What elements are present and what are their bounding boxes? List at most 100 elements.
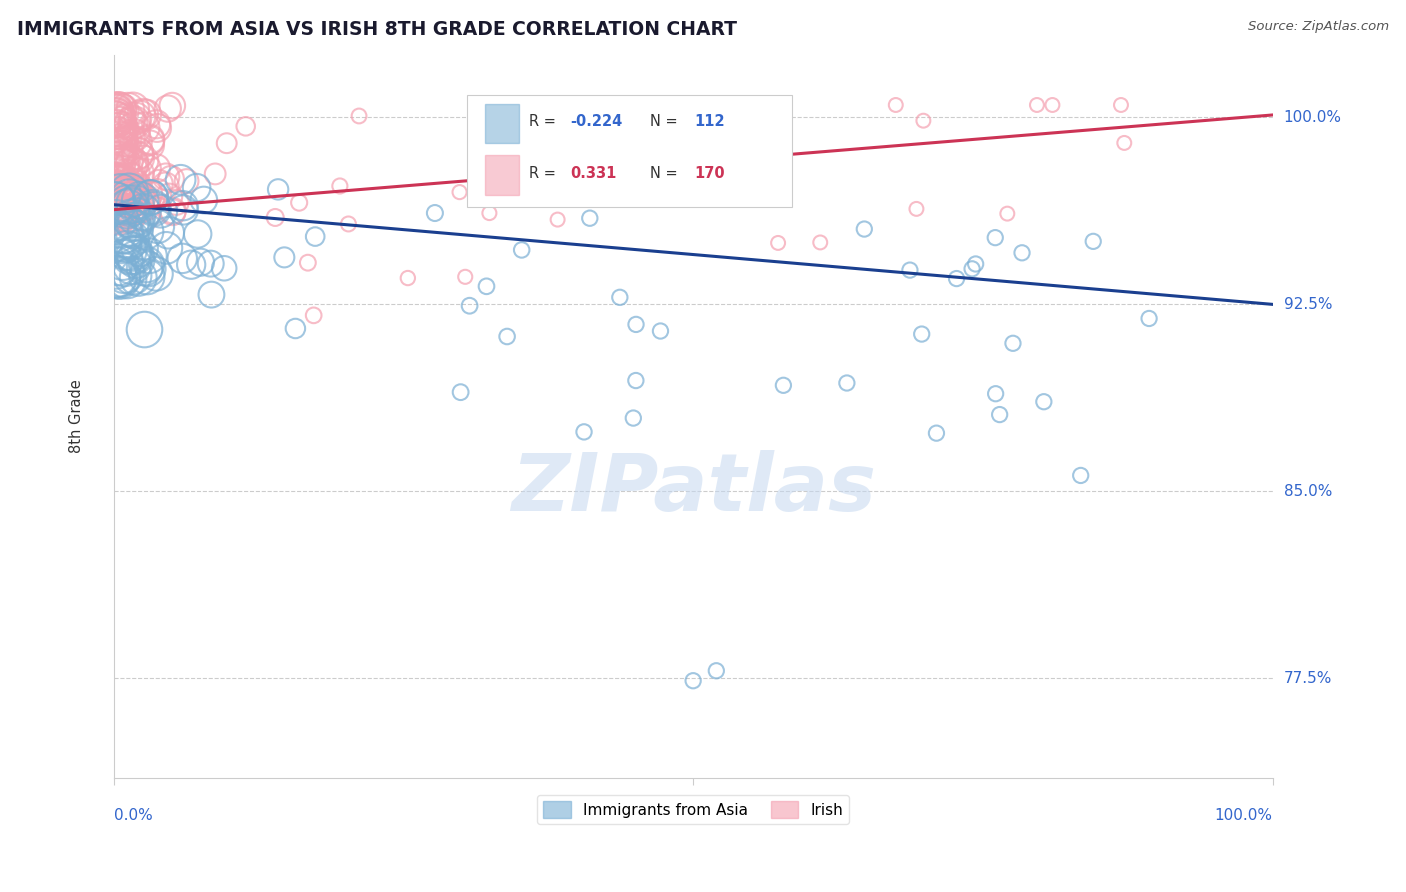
Point xyxy=(127,146,149,161)
Point xyxy=(110,158,132,172)
Point xyxy=(105,106,128,120)
Point xyxy=(108,186,131,201)
Point xyxy=(155,178,177,193)
Point xyxy=(112,196,135,211)
Point xyxy=(215,136,238,151)
Point xyxy=(200,257,222,271)
Point xyxy=(111,186,134,201)
Point xyxy=(120,248,142,262)
Point xyxy=(190,255,212,269)
Point xyxy=(107,124,129,138)
Point xyxy=(107,187,129,202)
Point xyxy=(105,109,128,123)
Point xyxy=(128,241,150,255)
Point xyxy=(478,206,501,220)
Point xyxy=(120,200,142,214)
Point xyxy=(273,251,295,265)
Point xyxy=(104,196,127,211)
Point xyxy=(145,117,167,131)
Point xyxy=(105,175,128,189)
Point xyxy=(624,318,647,332)
Point xyxy=(128,192,150,206)
Point xyxy=(160,172,183,186)
Point xyxy=(118,186,141,200)
Point xyxy=(108,271,131,285)
Point xyxy=(118,232,141,246)
Point xyxy=(162,205,184,219)
Point xyxy=(329,179,352,194)
Point xyxy=(450,385,472,400)
Point xyxy=(125,252,148,267)
Point xyxy=(105,111,128,125)
Text: 0.331: 0.331 xyxy=(571,166,617,180)
Point xyxy=(172,252,194,266)
Point xyxy=(569,179,592,194)
Point xyxy=(134,260,156,275)
Point xyxy=(134,193,156,207)
Point xyxy=(127,151,149,165)
Point xyxy=(110,235,132,250)
Point xyxy=(1114,136,1136,150)
Point xyxy=(104,175,127,189)
Point xyxy=(176,174,198,188)
Point xyxy=(945,271,967,285)
Point xyxy=(122,178,145,193)
Point xyxy=(111,155,134,169)
Text: 92.5%: 92.5% xyxy=(1284,297,1333,312)
Point xyxy=(124,248,146,262)
Point xyxy=(264,211,287,225)
Point xyxy=(104,269,127,284)
Legend: Immigrants from Asia, Irish: Immigrants from Asia, Irish xyxy=(537,795,849,824)
Point xyxy=(120,117,142,131)
Point xyxy=(114,192,136,206)
Point xyxy=(108,128,131,143)
Point xyxy=(105,174,128,188)
Text: ZIPatlas: ZIPatlas xyxy=(510,450,876,528)
Point xyxy=(704,664,727,678)
Point xyxy=(108,194,131,208)
Text: 112: 112 xyxy=(695,114,725,129)
Point xyxy=(110,177,132,191)
Point xyxy=(121,102,143,116)
Point xyxy=(146,219,169,234)
Point xyxy=(104,146,127,161)
Point xyxy=(155,241,177,255)
Point xyxy=(111,252,134,267)
Point xyxy=(117,103,139,117)
Point xyxy=(212,261,235,276)
Point xyxy=(766,235,789,250)
Point xyxy=(145,267,167,281)
Point xyxy=(104,200,127,214)
Point xyxy=(127,146,149,161)
Point xyxy=(104,112,127,127)
Point xyxy=(105,208,128,222)
Point xyxy=(1011,245,1033,260)
Point xyxy=(112,266,135,280)
Point xyxy=(135,107,157,121)
Point xyxy=(297,255,319,269)
Point xyxy=(122,183,145,197)
Point xyxy=(995,206,1018,220)
Point xyxy=(142,202,165,216)
Point xyxy=(107,154,129,169)
Point xyxy=(132,153,155,168)
Text: 85.0%: 85.0% xyxy=(1284,483,1331,499)
Text: 8th Grade: 8th Grade xyxy=(69,380,84,453)
Point xyxy=(1070,468,1092,483)
Point xyxy=(118,219,141,234)
Point xyxy=(105,112,128,127)
Point xyxy=(124,115,146,129)
Point xyxy=(110,159,132,173)
Point xyxy=(135,161,157,176)
Point xyxy=(578,211,600,226)
Point xyxy=(146,186,169,200)
Point xyxy=(107,132,129,146)
Point xyxy=(458,299,481,313)
Point xyxy=(686,119,709,133)
Point xyxy=(122,215,145,229)
Point xyxy=(111,207,134,221)
Point xyxy=(104,181,127,195)
Point xyxy=(682,673,704,688)
Point xyxy=(104,202,127,216)
Point xyxy=(107,187,129,202)
